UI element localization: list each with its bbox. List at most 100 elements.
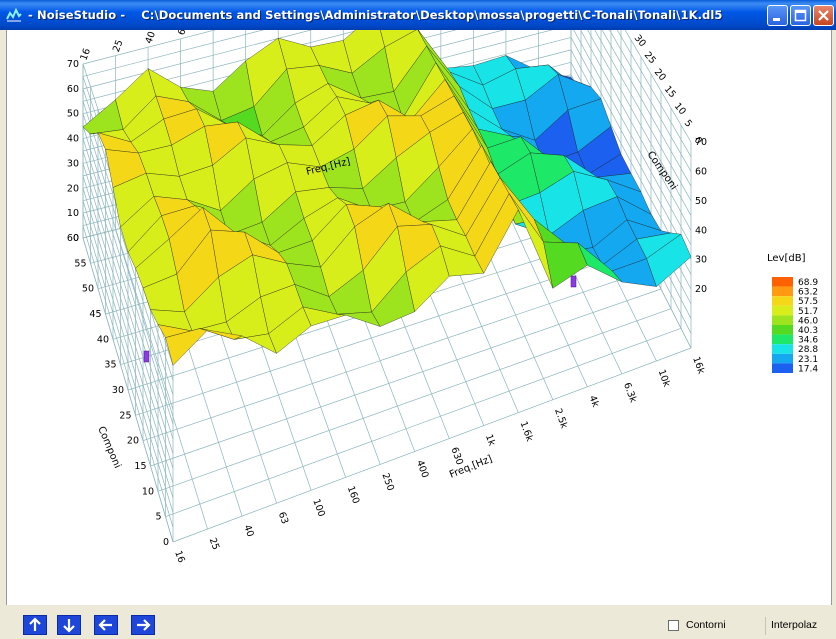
x-tick-label: 10k <box>656 368 673 389</box>
legend-swatch <box>772 334 793 345</box>
legend-value: 68.9 <box>798 278 818 288</box>
legend-swatch <box>772 344 793 354</box>
maximize-icon <box>794 9 807 22</box>
y-tick-label: 25 <box>119 410 131 421</box>
y-tick-label: 40 <box>97 334 109 345</box>
backwall-gridline <box>82 30 265 77</box>
x-tick-label: 63 <box>276 510 290 525</box>
legend-value: 23.1 <box>798 355 818 365</box>
contorni-label: Contorni <box>686 619 726 631</box>
floor-gridline <box>142 269 652 441</box>
leftwall-gridline <box>82 126 174 410</box>
rotate-down-button[interactable] <box>57 615 81 635</box>
x-tick-label: 16 <box>172 549 186 564</box>
y-back-tick-label: 0 <box>692 135 704 147</box>
z-tick-label-left: 70 <box>67 59 79 70</box>
floor-gridline <box>157 308 672 492</box>
leftwall-gridline <box>82 200 174 498</box>
app-icon <box>6 7 22 22</box>
floor-gridline <box>172 347 692 543</box>
cursor-marker <box>143 350 150 363</box>
window-titlebar[interactable]: - NoiseStudio - C:\Documents and Settings… <box>0 0 836 30</box>
legend-value: 63.2 <box>798 288 818 298</box>
plot-area[interactable]: 16 25 40 63 100 160 250 400 630 1k 1.6k 2.5k 4k 6.3k 1… <box>6 30 832 605</box>
rotate-right-button[interactable] <box>131 615 155 635</box>
surface-patch <box>646 233 692 287</box>
x-back-tick-label: 63 <box>176 30 190 37</box>
bottom-toolbar: Contorni Interpolaz <box>0 605 836 639</box>
x-tick-label: 630 <box>448 446 465 467</box>
x-tick-label: 400 <box>414 459 431 480</box>
y-back-tick-label: 30 <box>632 33 648 49</box>
x-tick-label: 100 <box>310 498 327 519</box>
legend-value: 17.4 <box>798 364 818 374</box>
leftwall-gridline <box>82 163 174 454</box>
z-tick-label-right: 20 <box>695 284 707 295</box>
legend-value: 34.6 <box>798 336 818 346</box>
y-tick-label: 35 <box>104 360 116 371</box>
rightwall-gridline <box>570 37 692 260</box>
y-tick-label: 20 <box>127 436 139 447</box>
z-tick-label-left: 30 <box>67 158 79 169</box>
up-arrow-icon <box>29 617 41 631</box>
interpolaz-button[interactable]: Interpolaz <box>771 619 818 631</box>
rightwall-gridline <box>616 30 692 157</box>
legend-swatch <box>772 296 793 306</box>
leftwall-gridline <box>82 113 174 395</box>
legend-title: Lev[dB] <box>767 253 806 264</box>
legend-swatch <box>772 363 793 373</box>
rightwall-gridline <box>594 30 692 202</box>
z-tick-label-right: 40 <box>695 225 707 236</box>
x-tick-label: 1.6k <box>518 420 536 444</box>
rightwall-gridline <box>624 30 692 143</box>
rightwall-gridline <box>573 30 692 246</box>
legend-swatch <box>772 315 793 325</box>
y-back-tick-label: 15 <box>662 84 678 100</box>
z-tick-label-left: 60 <box>67 84 79 95</box>
minimize-icon <box>773 18 780 21</box>
legend-value: 40.3 <box>798 326 818 336</box>
z-tick-label-left: 0 <box>73 233 79 244</box>
leftwall-gridline <box>82 237 174 543</box>
y-tick-label: 0 <box>163 537 169 548</box>
rotate-left-button[interactable] <box>94 615 118 635</box>
backwall-gridline <box>82 30 217 65</box>
backwall-gridline <box>82 30 313 90</box>
left-arrow-icon <box>98 619 112 631</box>
y-tick-label: 55 <box>74 258 86 269</box>
minimize-button[interactable] <box>767 5 788 26</box>
legend-swatch <box>772 286 793 297</box>
down-arrow-icon <box>63 619 75 633</box>
legend-value: 28.8 <box>798 345 818 355</box>
legend-swatch <box>772 353 793 364</box>
z-tick-label-right: 70 <box>695 137 707 148</box>
legend-swatch <box>772 325 793 335</box>
leftwall-gridline <box>82 213 174 513</box>
z-tick-label-right: 30 <box>695 255 707 266</box>
y-tick-label: 50 <box>82 284 94 295</box>
x-tick-label: 25 <box>207 536 221 551</box>
z-tick-label-left: 20 <box>67 183 79 194</box>
x-tick-label: 160 <box>345 485 362 506</box>
rightwall-gridline <box>587 30 692 216</box>
maximize-button[interactable] <box>790 5 811 26</box>
file-path: C:\Documents and Settings\Administrator\… <box>141 8 723 22</box>
legend-swatch <box>772 277 793 287</box>
contorni-checkbox[interactable] <box>668 620 679 631</box>
z-tick-label-right: 60 <box>695 166 707 177</box>
rightwall-gridline <box>580 30 692 231</box>
x-tick-label: 16k <box>690 355 707 376</box>
z-tick-label-left: 50 <box>67 109 79 120</box>
z-tick-label-left: 40 <box>67 134 79 145</box>
y-axis-label: Componi <box>95 425 122 470</box>
legend-value: 46.0 <box>798 316 818 326</box>
leftwall-gridline <box>82 138 174 425</box>
y-back-tick-label: 20 <box>652 67 668 83</box>
close-button[interactable] <box>813 5 834 26</box>
y-back-tick-label: 25 <box>642 50 658 66</box>
cursor-marker <box>570 275 577 288</box>
x-tick-label: 40 <box>241 523 255 538</box>
leftwall-gridline <box>82 150 174 440</box>
rotate-up-button[interactable] <box>23 615 47 635</box>
